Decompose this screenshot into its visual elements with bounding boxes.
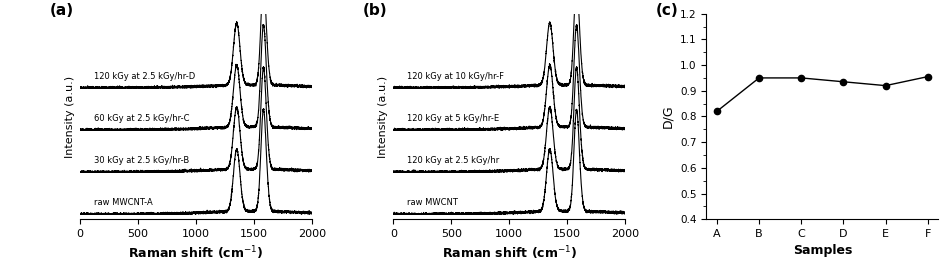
Text: (b): (b) [363, 3, 388, 18]
X-axis label: Samples: Samples [793, 244, 852, 258]
Y-axis label: Intensity (a.u.): Intensity (a.u.) [65, 75, 74, 158]
Text: 120 kGy at 5 kGy/hr-E: 120 kGy at 5 kGy/hr-E [407, 114, 499, 123]
Text: (c): (c) [655, 3, 678, 18]
Text: 30 kGy at 2.5 kGy/hr-B: 30 kGy at 2.5 kGy/hr-B [94, 156, 190, 165]
Text: raw MWCNT: raw MWCNT [407, 198, 458, 207]
Text: raw MWCNT-A: raw MWCNT-A [94, 198, 153, 207]
Text: 120 kGy at 2.5 kGy/hr-D: 120 kGy at 2.5 kGy/hr-D [94, 72, 195, 81]
Text: (a): (a) [50, 3, 74, 18]
Text: 120 kGy at 2.5 kGy/hr: 120 kGy at 2.5 kGy/hr [407, 156, 500, 165]
Y-axis label: Intensity (a.u.): Intensity (a.u.) [378, 75, 388, 158]
X-axis label: Raman shift (cm$^{-1}$): Raman shift (cm$^{-1}$) [128, 244, 264, 262]
X-axis label: Raman shift (cm$^{-1}$): Raman shift (cm$^{-1}$) [441, 244, 577, 262]
Text: 120 kGy at 10 kGy/hr-F: 120 kGy at 10 kGy/hr-F [407, 72, 505, 81]
Text: 60 kGy at 2.5 kGy/hr-C: 60 kGy at 2.5 kGy/hr-C [94, 114, 190, 123]
Y-axis label: D/G: D/G [661, 105, 674, 128]
